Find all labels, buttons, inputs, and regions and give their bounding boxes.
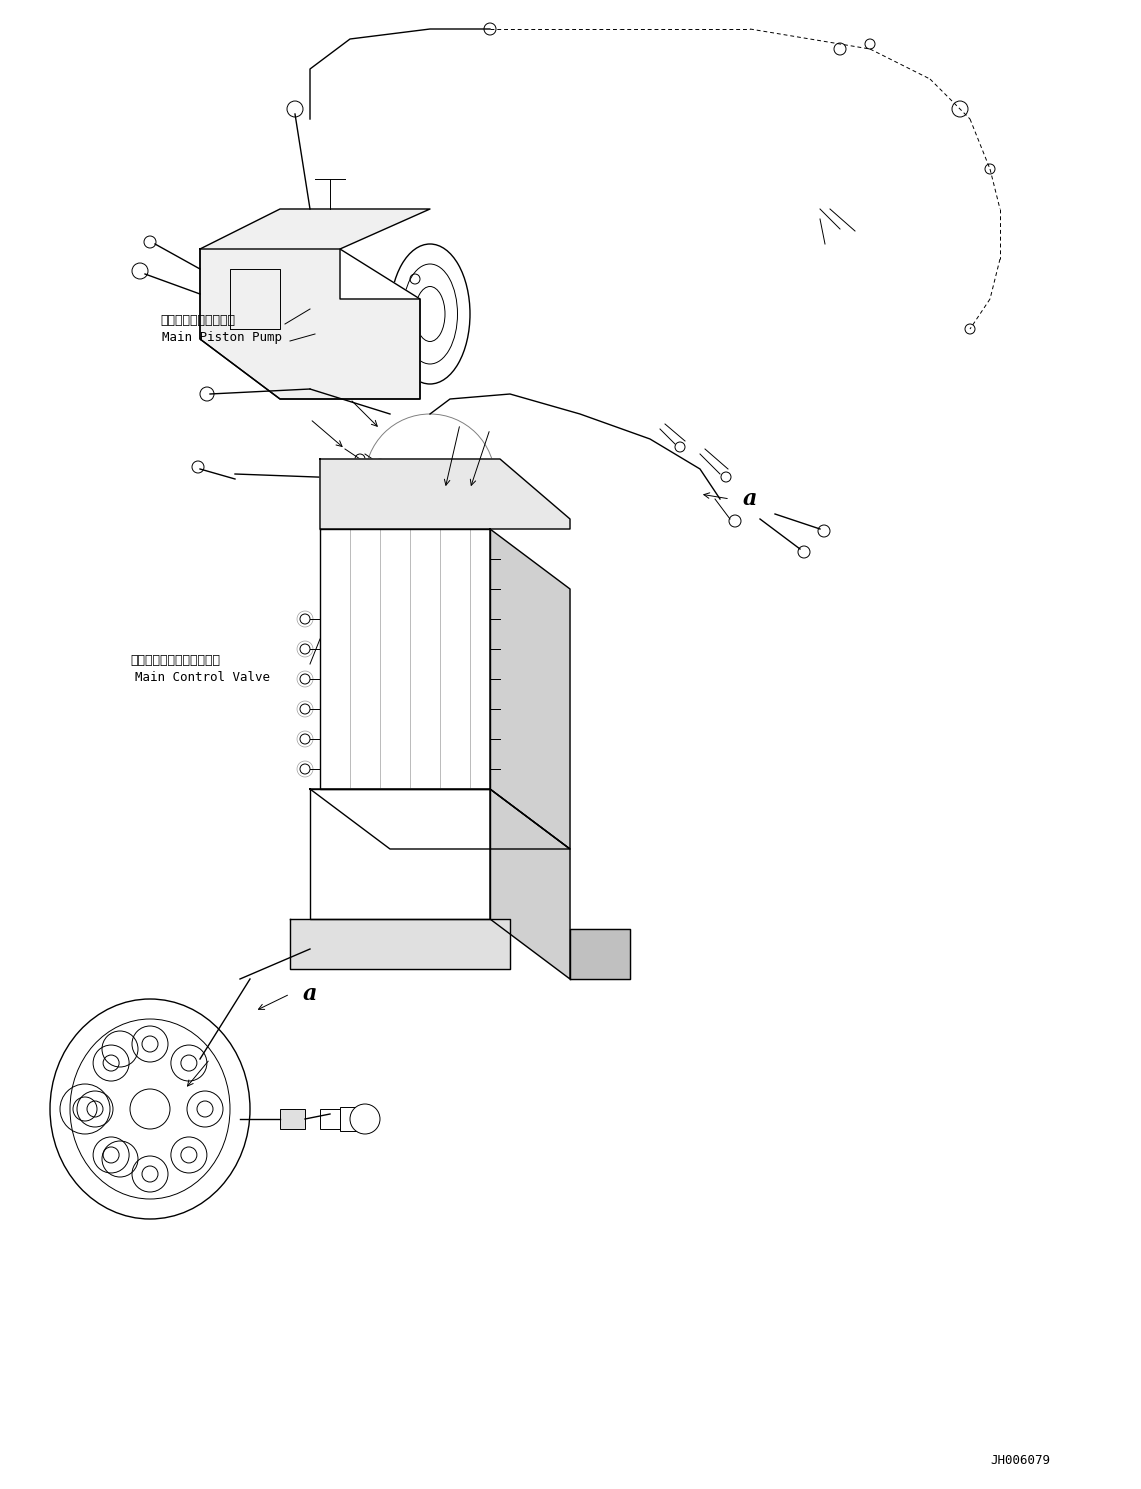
Text: JH006079: JH006079: [990, 1453, 1050, 1467]
Text: メインコントロールバルブ: メインコントロールバルブ: [130, 654, 220, 667]
Circle shape: [288, 101, 304, 118]
Polygon shape: [489, 789, 570, 978]
Bar: [340, 1106, 361, 1132]
Polygon shape: [319, 529, 489, 789]
Circle shape: [350, 1103, 380, 1135]
Polygon shape: [310, 789, 570, 849]
Polygon shape: [200, 208, 430, 399]
Polygon shape: [200, 249, 420, 399]
Bar: [445, 829, 475, 859]
Bar: [395, 465, 466, 494]
Bar: [325, 829, 355, 859]
Polygon shape: [310, 789, 489, 919]
Bar: [385, 829, 415, 859]
Text: メインピストンポンプ: メインピストンポンプ: [160, 314, 235, 328]
Text: Main Piston Pump: Main Piston Pump: [162, 331, 282, 344]
Polygon shape: [319, 459, 570, 529]
Polygon shape: [290, 919, 510, 969]
Bar: [280, 1109, 305, 1129]
Circle shape: [952, 101, 968, 118]
Bar: [319, 1109, 340, 1129]
Polygon shape: [489, 529, 570, 849]
Circle shape: [132, 264, 148, 278]
Text: Main Control Valve: Main Control Valve: [135, 672, 270, 683]
Text: a: a: [302, 983, 317, 1005]
Circle shape: [834, 43, 845, 55]
Bar: [400, 469, 460, 488]
Text: a: a: [743, 488, 758, 511]
Polygon shape: [570, 929, 630, 978]
